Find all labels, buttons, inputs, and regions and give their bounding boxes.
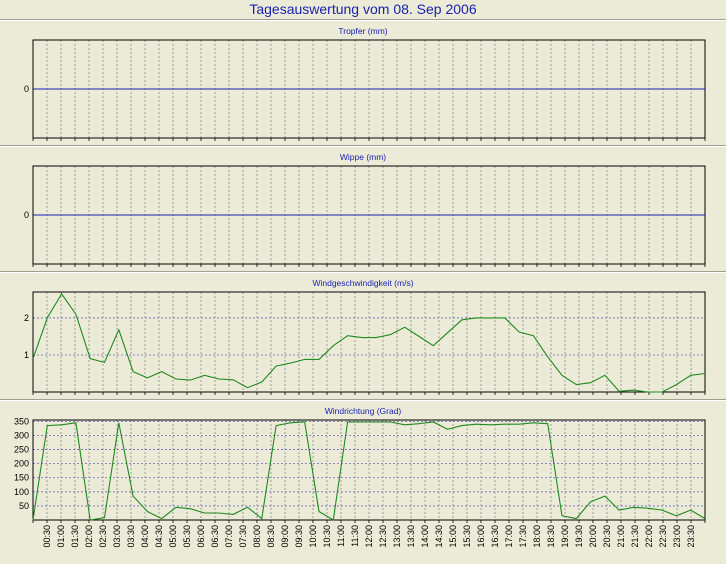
x-tick-label: 23:30 bbox=[686, 525, 696, 548]
x-tick-label: 15:30 bbox=[462, 525, 472, 548]
chart-tropfer: 0 bbox=[24, 39, 706, 141]
x-tick-label: 16:00 bbox=[476, 525, 486, 548]
x-tick-label: 15:00 bbox=[448, 525, 458, 548]
y-tick-label: 0 bbox=[24, 210, 29, 220]
x-tick-label: 02:30 bbox=[98, 525, 108, 548]
x-tick-label: 23:00 bbox=[672, 525, 682, 548]
y-tick-label: 0 bbox=[24, 84, 29, 94]
x-tick-label: 16:30 bbox=[490, 525, 500, 548]
x-tick-label: 04:00 bbox=[140, 525, 150, 548]
x-tick-label: 12:30 bbox=[378, 525, 388, 548]
chart-windgeschwindigkeit: 12 bbox=[24, 291, 706, 395]
x-tick-label: 13:30 bbox=[406, 525, 416, 548]
chart-wippe: 0 bbox=[24, 165, 706, 267]
x-tick-label: 03:00 bbox=[112, 525, 122, 548]
x-tick-label: 14:00 bbox=[420, 525, 430, 548]
x-tick-label: 21:30 bbox=[630, 525, 640, 548]
x-tick-label: 02:00 bbox=[84, 525, 94, 548]
x-tick-label: 10:30 bbox=[322, 525, 332, 548]
x-tick-label: 22:30 bbox=[658, 525, 668, 548]
panel-separator bbox=[0, 145, 726, 147]
y-tick-label: 100 bbox=[14, 487, 29, 497]
series-line bbox=[32, 421, 706, 521]
y-tick-label: 1 bbox=[24, 350, 29, 360]
page-title: Tagesauswertung vom 08. Sep 2006 bbox=[249, 1, 477, 17]
y-tick-label: 2 bbox=[24, 313, 29, 323]
x-tick-label: 04:30 bbox=[154, 525, 164, 548]
x-tick-label: 07:00 bbox=[224, 525, 234, 548]
x-tick-label: 17:30 bbox=[518, 525, 528, 548]
y-tick-label: 350 bbox=[14, 418, 29, 426]
x-tick-label: 18:00 bbox=[532, 525, 542, 548]
chart-title-tropfer: Tropfer (mm) bbox=[338, 26, 388, 36]
x-tick-label: 11:00 bbox=[336, 525, 346, 547]
x-tick-label: 12:00 bbox=[364, 525, 374, 548]
chart-windrichtung: 50 100 150 200 250 300 350 00:30 01:00 01:30 02:00… bbox=[14, 418, 706, 548]
chart-title-windgeschwindigkeit: Windgeschwindigkeit (m/s) bbox=[312, 278, 414, 288]
y-tick-label: 50 bbox=[19, 501, 29, 511]
x-tick-label: 08:30 bbox=[266, 525, 276, 548]
panel-separator bbox=[0, 271, 726, 273]
x-tick-label: 19:00 bbox=[560, 525, 570, 548]
y-tick-label: 250 bbox=[14, 445, 29, 455]
panel-separator bbox=[0, 399, 726, 401]
x-tick-label: 20:30 bbox=[602, 525, 612, 548]
x-tick-label: 22:00 bbox=[644, 525, 654, 548]
x-tick-label: 13:00 bbox=[392, 525, 402, 548]
x-tick-label: 19:30 bbox=[574, 525, 584, 548]
x-tick-label: 05:00 bbox=[168, 525, 178, 548]
x-tick-label: 01:00 bbox=[56, 525, 66, 548]
panel-separator bbox=[0, 19, 726, 21]
x-tick-label: 11:30 bbox=[350, 525, 360, 547]
x-tick-label: 03:30 bbox=[126, 525, 136, 548]
y-tick-label: 150 bbox=[14, 473, 29, 483]
x-tick-label: 07:30 bbox=[238, 525, 248, 548]
x-tick-label: 09:00 bbox=[280, 525, 290, 548]
x-tick-label: 06:30 bbox=[210, 525, 220, 548]
x-tick-label: 06:00 bbox=[196, 525, 206, 548]
x-tick-label: 21:00 bbox=[616, 525, 626, 548]
y-tick-label: 200 bbox=[14, 459, 29, 469]
x-tick-label: 18:30 bbox=[546, 525, 556, 548]
x-tick-label: 14:30 bbox=[434, 525, 444, 548]
x-tick-label: 00:30 bbox=[42, 525, 52, 548]
chart-title-windrichtung: Windrichtung (Grad) bbox=[324, 406, 402, 416]
x-tick-label: 10:00 bbox=[308, 525, 318, 548]
x-tick-label: 20:00 bbox=[588, 525, 598, 548]
series-line bbox=[32, 292, 706, 393]
y-tick-label: 300 bbox=[14, 430, 29, 440]
x-tick-label: 08:00 bbox=[252, 525, 262, 548]
chart-title-wippe: Wippe (mm) bbox=[339, 152, 387, 162]
x-tick-label: 17:00 bbox=[504, 525, 514, 548]
x-tick-label: 09:30 bbox=[294, 525, 304, 548]
x-tick-label: 01:30 bbox=[70, 525, 80, 548]
x-tick-label: 05:30 bbox=[182, 525, 192, 548]
